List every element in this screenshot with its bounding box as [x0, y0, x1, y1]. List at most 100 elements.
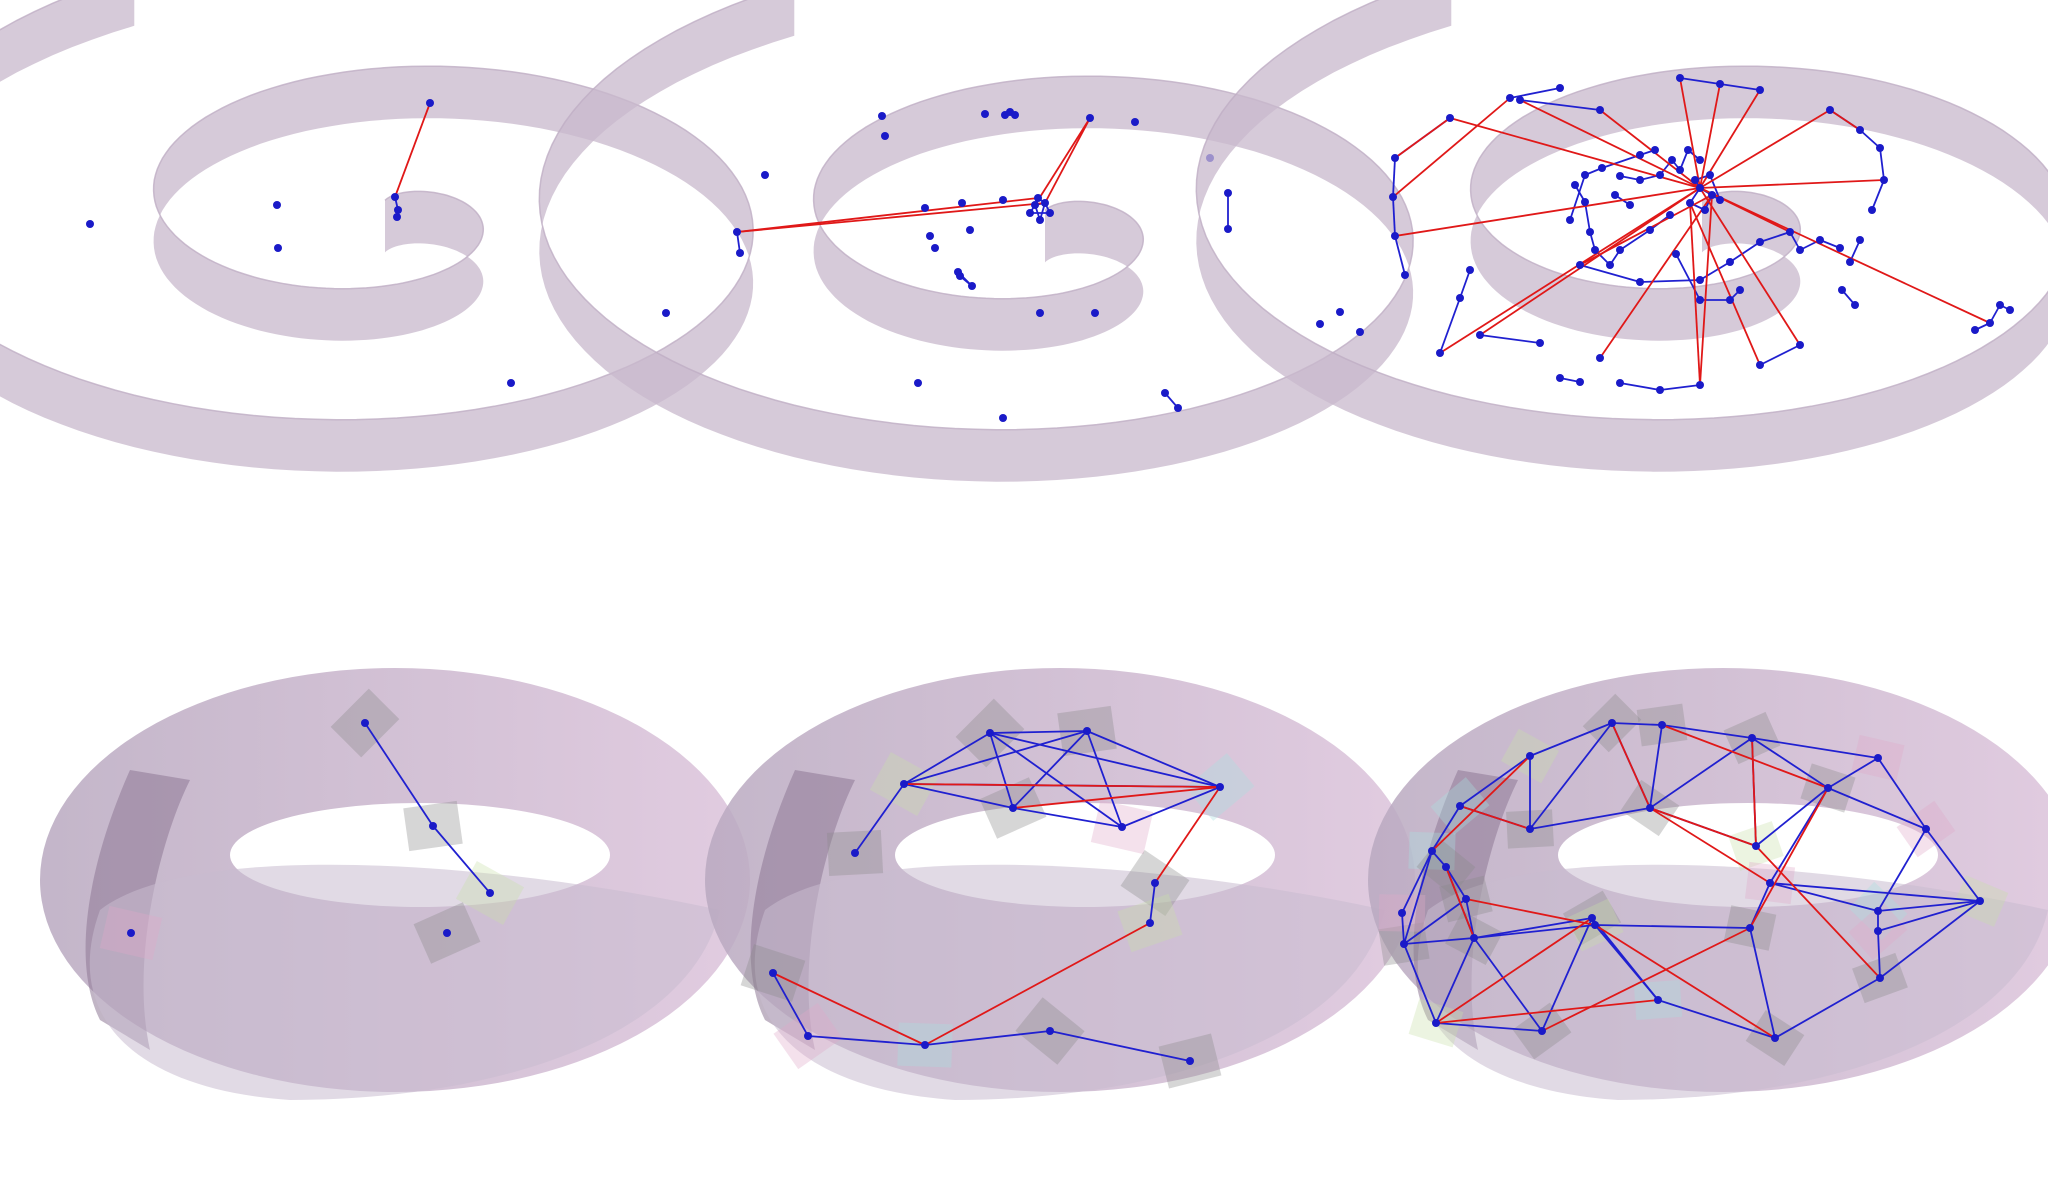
graph-node — [900, 780, 908, 788]
graph-node — [1771, 1034, 1779, 1042]
graph-node — [1752, 842, 1760, 850]
mobius-surface — [1368, 668, 2048, 1100]
graph-node — [1668, 156, 1676, 164]
graph-node — [1581, 171, 1589, 179]
graph-node — [1224, 225, 1232, 233]
graph-node — [999, 414, 1007, 422]
spiral-surface — [1195, 0, 2048, 472]
graph-edge-red — [1699, 83, 1721, 189]
graph-node — [1566, 216, 1574, 224]
graph-node — [1046, 209, 1054, 217]
graph-node — [1356, 328, 1364, 336]
graph-edge-blue — [1871, 179, 1885, 211]
ribbon-top-edge — [538, 0, 1414, 431]
graph-node — [1442, 863, 1450, 871]
graph-node — [394, 206, 402, 214]
graph-edge-blue — [1769, 882, 1981, 902]
graph-edge-blue — [1751, 737, 1879, 759]
graph-edge-red — [1012, 786, 1221, 809]
graph-node — [426, 99, 434, 107]
graph-node — [1846, 258, 1854, 266]
graph-node — [1476, 331, 1484, 339]
graph-edge-blue — [1619, 382, 1661, 391]
graph-edge-red — [1829, 109, 1861, 131]
graph-node — [1596, 354, 1604, 362]
graph-edge-blue — [364, 722, 434, 827]
graph-edge-blue — [1751, 737, 1829, 789]
graph-edge-blue — [1445, 866, 1467, 900]
graph-node — [1876, 974, 1884, 982]
graph-edge-red — [1439, 187, 1701, 354]
graph-edge-red — [1699, 187, 1801, 346]
graph-node — [1596, 106, 1604, 114]
graph-node — [968, 282, 976, 290]
graph-node — [1838, 286, 1846, 294]
graph-edge-blue — [1401, 850, 1433, 914]
graph-node — [1118, 823, 1126, 831]
edge-layer — [772, 730, 1221, 1062]
graph-node — [1576, 261, 1584, 269]
graph-edge-blue — [1439, 297, 1461, 354]
graph-edge-blue — [1827, 787, 1927, 830]
graph-edge-blue — [1877, 757, 1927, 830]
graph-edge-red — [1689, 202, 1701, 386]
graph-node — [1131, 118, 1139, 126]
edge-layer — [364, 722, 491, 894]
node-layer — [1398, 719, 1984, 1042]
graph-edge-red — [394, 102, 431, 198]
graph-edge-red — [1699, 187, 1991, 324]
graph-node — [1470, 934, 1478, 942]
graph-node — [1971, 326, 1979, 334]
graph-node — [1538, 1027, 1546, 1035]
graph-node — [1868, 206, 1876, 214]
graph-node — [1516, 96, 1524, 104]
graph-node — [662, 309, 670, 317]
graph-edge-red — [1679, 77, 1701, 189]
graph-node — [1456, 294, 1464, 302]
graph-edge-blue — [1431, 805, 1461, 852]
graph-node — [1856, 236, 1864, 244]
graph-node — [1446, 114, 1454, 122]
graph-node — [1009, 804, 1017, 812]
graph-edge-blue — [1699, 261, 1731, 281]
graph-node — [1874, 907, 1882, 915]
graph-edge-red — [1689, 202, 1761, 366]
graph-node — [1526, 825, 1534, 833]
graph-edge-blue — [989, 732, 1221, 788]
graph-edge-blue — [989, 732, 1123, 828]
graph-node — [127, 929, 135, 937]
graph-node — [966, 226, 974, 234]
graph-node — [1581, 198, 1589, 206]
graph-edge-blue — [1012, 807, 1123, 828]
graph-node — [1571, 181, 1579, 189]
mobius-surface — [40, 668, 750, 1100]
graph-edge-blue — [1611, 722, 1663, 726]
graph-node — [1696, 276, 1704, 284]
graph-edge-blue — [903, 783, 1014, 809]
graph-node — [926, 232, 934, 240]
graph-node — [878, 112, 886, 120]
graph-edge-red — [1394, 187, 1701, 237]
graph-node — [1536, 339, 1544, 347]
node-layer — [127, 719, 494, 937]
graph-node — [958, 199, 966, 207]
graph-edge-blue — [1879, 900, 1981, 979]
graph-node — [1874, 754, 1882, 762]
graph-node — [1691, 176, 1699, 184]
graph-node — [1186, 1057, 1194, 1065]
graph-edge-blue — [1769, 882, 1879, 912]
graph-node — [1726, 258, 1734, 266]
graph-node — [804, 1032, 812, 1040]
graph-node — [1336, 308, 1344, 316]
graph-node — [429, 822, 437, 830]
graph-edge-red — [772, 972, 926, 1046]
graph-node — [1658, 721, 1666, 729]
graph-edge-blue — [1877, 900, 1981, 932]
graph-edge-red — [924, 922, 1151, 1046]
graph-node — [1616, 379, 1624, 387]
graph-node — [1986, 319, 1994, 327]
graph-edge-red — [1699, 109, 1831, 189]
graph-node — [1586, 228, 1594, 236]
graph-node — [361, 719, 369, 727]
graph-edge-blue — [1459, 755, 1531, 807]
